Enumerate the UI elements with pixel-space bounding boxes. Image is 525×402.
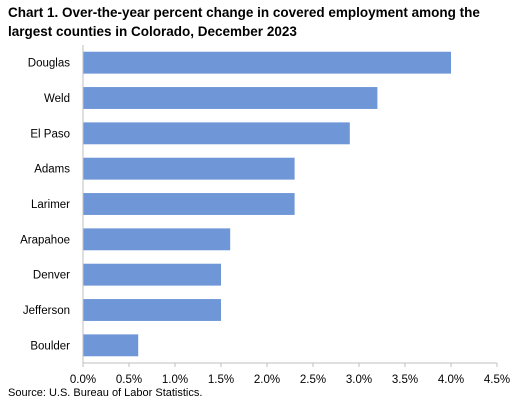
- y-tick-label: Jefferson: [23, 305, 70, 317]
- x-tick-label: 0.0%: [70, 374, 96, 386]
- bar-el-paso: [83, 122, 350, 145]
- bars-layer: [83, 51, 451, 357]
- y-tick-label: Larimer: [31, 199, 70, 211]
- bar-arapahoe: [83, 228, 231, 251]
- x-tick-label: 3.0%: [346, 374, 372, 386]
- y-tick-label: Arapahoe: [20, 234, 70, 246]
- y-tick-label: Denver: [33, 270, 70, 282]
- x-tick-label: 4.5%: [484, 374, 510, 386]
- x-axis-ticks: 0.0% 0.5% 1.0% 1.5% 2.0% 2.5% 3.0% 3.5% 4.0% 4.5%: [70, 363, 510, 386]
- x-tick-label: 3.5%: [392, 374, 418, 386]
- y-tick-label: Boulder: [30, 340, 70, 352]
- chart-title: Chart 1. Over-the-year percent change in…: [8, 5, 480, 39]
- bar-douglas: [83, 51, 451, 74]
- x-tick-label: 4.0%: [438, 374, 464, 386]
- y-tick-label: Adams: [34, 164, 70, 176]
- x-tick-label: 1.0%: [162, 374, 188, 386]
- x-tick-label: 0.5%: [116, 374, 142, 386]
- y-tick-label: Douglas: [28, 58, 70, 70]
- y-tick-label: Weld: [44, 93, 70, 105]
- bar-adams: [83, 157, 295, 180]
- y-tick-label: El Paso: [30, 128, 70, 140]
- bar-jefferson: [83, 299, 221, 321]
- x-tick-label: 2.5%: [300, 374, 326, 386]
- x-tick-label: 2.0%: [254, 374, 280, 386]
- source-note: Source: U.S. Bureau of Labor Statistics.: [8, 387, 203, 399]
- bar-larimer: [83, 193, 295, 215]
- x-tick-label: 1.5%: [208, 374, 234, 386]
- bar-weld: [83, 87, 378, 109]
- bar-boulder: [83, 334, 139, 357]
- bar-denver: [83, 263, 221, 286]
- y-axis-labels: Douglas Weld El Paso Adams Larimer Arapahoe De…: [20, 58, 70, 353]
